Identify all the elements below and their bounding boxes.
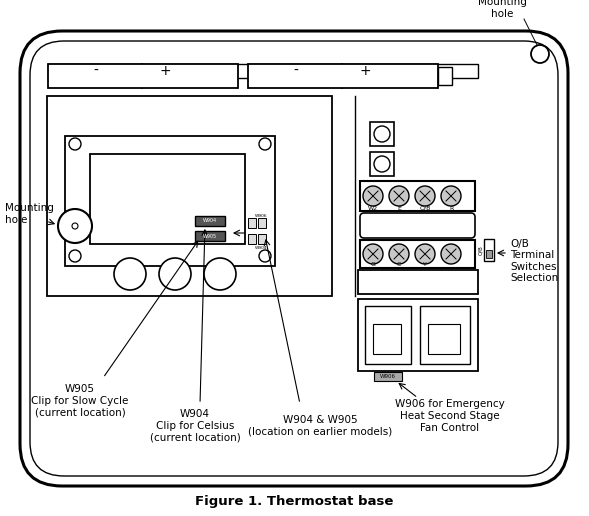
Bar <box>195 216 225 226</box>
Text: Mounting
hole: Mounting hole <box>478 0 527 19</box>
Bar <box>370 152 394 176</box>
Bar <box>420 306 470 364</box>
Text: +: + <box>359 64 371 78</box>
Circle shape <box>441 244 461 264</box>
Text: W904: W904 <box>254 246 267 250</box>
Circle shape <box>259 250 271 262</box>
Circle shape <box>389 244 409 264</box>
Bar <box>360 240 475 268</box>
Circle shape <box>159 258 191 290</box>
Circle shape <box>363 244 383 264</box>
Text: -: - <box>94 64 98 78</box>
Text: E: E <box>397 205 401 211</box>
Bar <box>360 181 475 211</box>
Circle shape <box>69 250 81 262</box>
Bar <box>484 239 494 261</box>
Circle shape <box>259 138 271 150</box>
Bar <box>258 234 266 244</box>
Circle shape <box>389 186 409 206</box>
Text: C: C <box>397 262 401 266</box>
FancyBboxPatch shape <box>20 31 568 486</box>
Text: W904: W904 <box>203 218 217 223</box>
Text: W905
Clip for Slow Cycle
(current location): W905 Clip for Slow Cycle (current locati… <box>31 384 128 417</box>
Bar <box>248 218 256 228</box>
Bar <box>248 234 256 244</box>
Bar <box>438 67 452 85</box>
Text: W905: W905 <box>203 234 217 238</box>
Text: Mounting
hole: Mounting hole <box>5 203 54 225</box>
Text: W906: W906 <box>380 374 396 379</box>
Circle shape <box>374 156 390 172</box>
Text: W904
Clip for Celsius
(current location): W904 Clip for Celsius (current location) <box>150 409 240 443</box>
Circle shape <box>415 244 435 264</box>
Bar <box>90 154 245 244</box>
Text: -: - <box>293 64 299 78</box>
Text: O/B: O/B <box>478 245 484 255</box>
Text: W906 for Emergency
Heat Second Stage
Fan Control: W906 for Emergency Heat Second Stage Fan… <box>395 399 505 432</box>
Bar <box>428 324 460 354</box>
Circle shape <box>204 258 236 290</box>
Circle shape <box>363 186 383 206</box>
Bar <box>47 96 332 296</box>
Bar <box>374 372 402 381</box>
Bar <box>486 250 492 258</box>
Text: W904 & W905
(location on earlier models): W904 & W905 (location on earlier models) <box>248 415 392 437</box>
Circle shape <box>58 209 92 243</box>
Circle shape <box>374 126 390 142</box>
Text: Y: Y <box>423 262 427 266</box>
Bar <box>370 122 394 146</box>
Bar <box>48 64 238 88</box>
Bar <box>258 218 266 228</box>
Circle shape <box>69 138 81 150</box>
Text: W2: W2 <box>368 205 378 211</box>
Circle shape <box>531 45 549 63</box>
Text: Figure 1. Thermostat base: Figure 1. Thermostat base <box>195 494 393 508</box>
Bar <box>358 299 478 371</box>
Bar <box>373 324 401 354</box>
Bar <box>65 136 275 266</box>
FancyBboxPatch shape <box>360 213 475 238</box>
Bar <box>358 270 478 294</box>
Text: G: G <box>370 262 375 266</box>
Bar <box>48 64 478 78</box>
Circle shape <box>114 258 146 290</box>
Text: O/B
Terminal
Switches
Selection: O/B Terminal Switches Selection <box>510 238 558 283</box>
Bar <box>195 231 225 241</box>
Circle shape <box>441 186 461 206</box>
Bar <box>365 306 411 364</box>
Text: +: + <box>159 64 171 78</box>
Circle shape <box>72 223 78 229</box>
Text: O/B: O/B <box>419 205 431 211</box>
Bar <box>248 64 438 88</box>
Circle shape <box>415 186 435 206</box>
Text: R: R <box>449 205 453 211</box>
Text: W906: W906 <box>254 214 267 218</box>
